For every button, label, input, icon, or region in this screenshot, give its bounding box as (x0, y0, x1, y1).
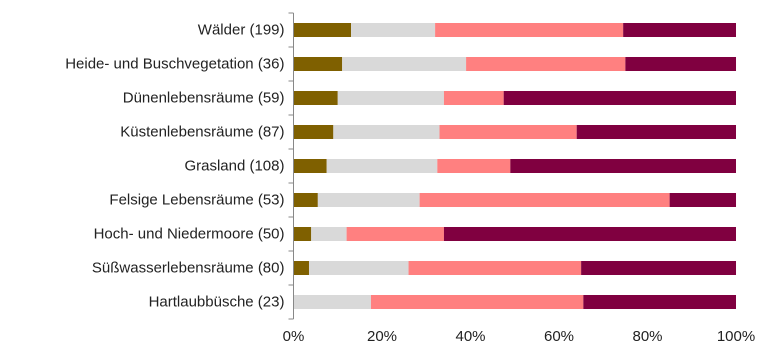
bar-segment (293, 91, 338, 105)
x-tick-label: 0% (283, 328, 305, 344)
bar-segment (346, 227, 444, 241)
bar-segment (435, 23, 624, 37)
bar-segment (466, 57, 626, 71)
category-label: Felsige Lebensräume (53) (109, 192, 284, 209)
bar-segment (443, 91, 504, 105)
bar-segment (293, 295, 371, 309)
bar-segment (317, 193, 420, 207)
bar-segment (293, 125, 334, 139)
bar-segment (669, 193, 737, 207)
category-label: Küstenlebensräume (87) (120, 124, 284, 141)
category-labels: Wälder (199) Heide- und Buschvegetation (… (65, 22, 284, 311)
category-label: Hoch- und Niedermoore (50) (94, 226, 285, 243)
x-tick-label: 60% (544, 328, 574, 344)
bars-group (293, 23, 737, 309)
bar-segment (370, 295, 584, 309)
category-label: Dünenlebensräume (59) (123, 90, 285, 107)
bar-segment (503, 91, 736, 105)
category-label: Heide- und Buschvegetation (36) (65, 56, 284, 73)
x-tick-label: 100% (717, 328, 755, 344)
bar-segment (293, 23, 352, 37)
bar-segment (408, 261, 582, 275)
bar-segment (443, 227, 736, 241)
category-label: Süßwasserlebensräume (80) (92, 260, 285, 277)
bar-segment (333, 125, 440, 139)
bar-segment (308, 261, 409, 275)
bar-segment (581, 261, 737, 275)
x-axis-tick-labels: 0% 20% 40% 60% 80% 100% (283, 328, 756, 344)
x-tick-label: 40% (455, 328, 485, 344)
bar-segment (293, 57, 343, 71)
bar-segment (583, 295, 736, 309)
bar-segment (576, 125, 736, 139)
bar-segment (625, 57, 737, 71)
bar-segment (437, 159, 511, 173)
bar-segment (293, 193, 318, 207)
y-axis-ticks (288, 12, 294, 320)
bar-segment (623, 23, 736, 37)
bar-segment (293, 159, 327, 173)
category-label: Grasland (108) (184, 158, 284, 175)
bar-segment (337, 91, 444, 105)
bar-segment (510, 159, 736, 173)
category-label: Hartlaubbüsche (23) (149, 294, 285, 311)
bar-segment (311, 227, 347, 241)
x-tick-label: 80% (632, 328, 662, 344)
bar-segment (293, 261, 309, 275)
bar-segment (439, 125, 577, 139)
bar-segment (293, 227, 312, 241)
bar-segment (326, 159, 438, 173)
bar-segment (419, 193, 670, 207)
bar-segment (351, 23, 436, 37)
bar-segment (342, 57, 467, 71)
x-tick-label: 20% (367, 328, 397, 344)
category-label: Wälder (199) (198, 22, 285, 39)
